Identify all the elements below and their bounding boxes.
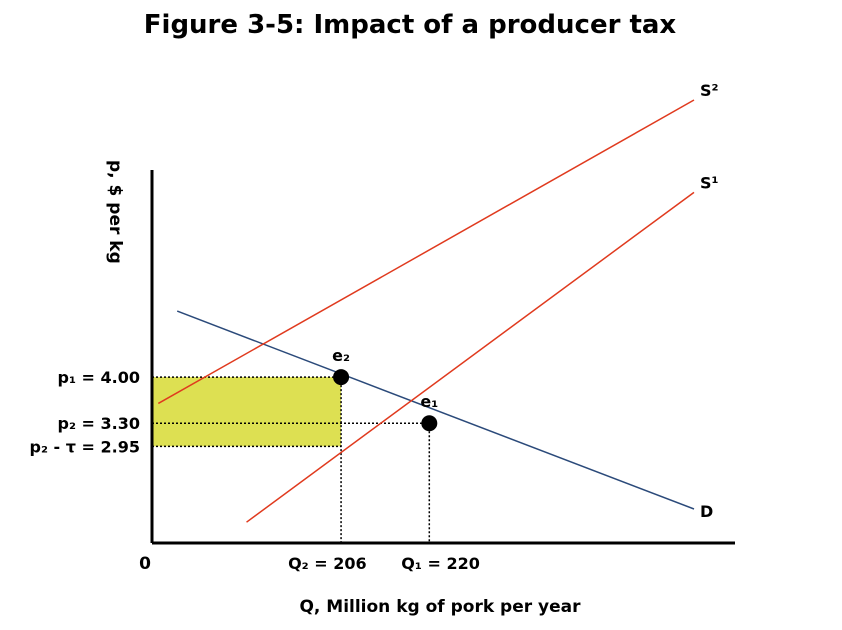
curve-label: D (700, 502, 713, 521)
x-axis-label: Q, Million kg of pork per year (299, 597, 581, 617)
equilibrium-point (421, 415, 438, 432)
curve-label: S² (700, 81, 719, 100)
equilibrium-label: e₂ (332, 346, 350, 365)
curve-supply (157, 99, 695, 405)
curve-label: S¹ (700, 173, 719, 192)
chart-title: Figure 3-5: Impact of a producer tax (143, 10, 677, 40)
price-tick-label: p₁ = 4.00 (58, 368, 140, 387)
equilibrium-label: e₁ (420, 392, 438, 411)
quantity-tick-label: Q₁ = 220 (401, 554, 480, 573)
price-tick-label: p₂ = 3.30 (58, 414, 140, 433)
origin-label: 0 (139, 554, 151, 574)
equilibrium-point (333, 369, 350, 386)
price-tick-label: p₂ - τ = 2.95 (30, 437, 140, 456)
quantity-tick-label: Q₂ = 206 (288, 554, 367, 573)
y-axis-label: p, $ per kg (105, 160, 125, 264)
tax-area (152, 377, 342, 447)
curve-supply (246, 191, 695, 523)
